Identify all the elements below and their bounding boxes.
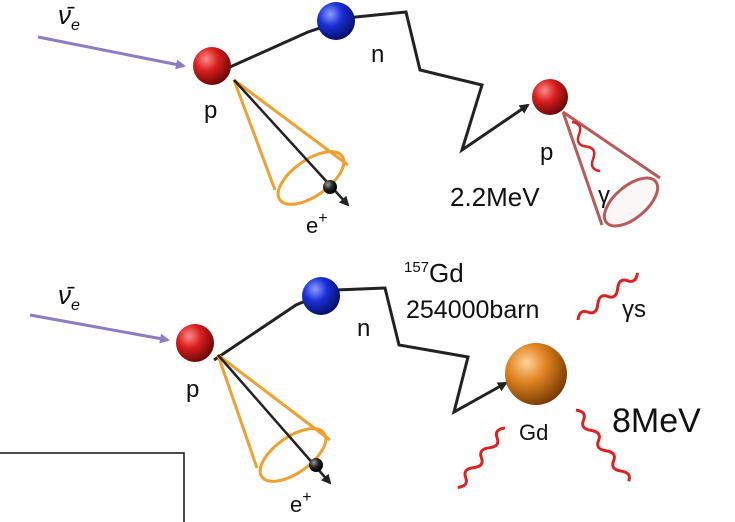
top-neutrino-label: ν̄e [58, 0, 80, 34]
bottom-neutron-path [335, 286, 508, 416]
top-positron-label: e+ [306, 210, 328, 238]
cross-section-label: 254000barn [406, 296, 539, 324]
top-positron [323, 180, 337, 194]
gamma-waves [457, 272, 639, 489]
top-capture-proton-label: p [540, 139, 553, 166]
bottom-proton-neutron-track [213, 293, 321, 362]
bottom-neutron-label: n [357, 315, 370, 342]
bottom-panel: ν̄e e+ p n Gd 157Gd 254000barn γs 8MeV [29, 258, 701, 517]
top-gamma-cone [561, 110, 661, 228]
top-neutron-label: n [371, 41, 384, 68]
gamma-wave-upper-right [576, 272, 639, 321]
gd-nucleus [505, 343, 567, 405]
gammas-label: γs [622, 296, 646, 323]
bottom-positron [309, 458, 323, 472]
bottom-neutrino-arrow [29, 313, 170, 344]
overlay-box [0, 452, 185, 522]
isotope-label: 157Gd [404, 258, 464, 288]
top-proton-label: p [204, 97, 217, 124]
top-neutrino-arrow [37, 35, 186, 70]
bottom-proton [176, 324, 214, 362]
bottom-neutron [302, 277, 340, 315]
top-proton [193, 47, 231, 85]
top-neutron-path [345, 10, 530, 154]
top-panel: ν̄e e+ p n p 2.2MeV γ [37, 0, 661, 238]
bottom-energy-label: 8MeV [612, 402, 701, 440]
top-neutron [317, 2, 355, 40]
gd-label: Gd [519, 420, 548, 445]
top-capture-proton [532, 79, 568, 115]
bottom-positron-cone [216, 353, 331, 483]
bottom-neutrino-label: ν̄e [58, 280, 80, 314]
top-energy-label: 2.2MeV [450, 182, 540, 212]
bottom-proton-label: p [186, 376, 199, 403]
gamma-wave-lower-left [457, 426, 506, 489]
top-gamma-label: γ [598, 182, 610, 209]
top-gamma-wave [571, 120, 601, 173]
gamma-wave-lower-right [575, 408, 631, 482]
bottom-positron-label: e+ [290, 489, 312, 517]
top-positron-cone [232, 78, 349, 206]
